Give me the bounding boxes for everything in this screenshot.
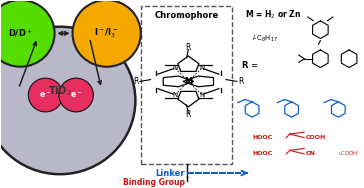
Text: R: R (134, 77, 139, 86)
Text: $\mathbf{R}$ =: $\mathbf{R}$ = (241, 59, 258, 70)
Text: $i$-C$_8$H$_{17}$: $i$-C$_8$H$_{17}$ (252, 34, 278, 44)
Text: Binding Group: Binding Group (123, 178, 185, 187)
Text: R: R (186, 43, 191, 52)
Text: e$^-$: e$^-$ (70, 90, 82, 100)
Text: TiO$_2$: TiO$_2$ (48, 84, 72, 98)
Ellipse shape (72, 0, 141, 67)
Text: N: N (199, 92, 205, 98)
Text: M = H$_2$ or Zn: M = H$_2$ or Zn (245, 9, 301, 21)
Text: N: N (172, 65, 177, 71)
Ellipse shape (0, 27, 135, 174)
Text: D/D$^+$: D/D$^+$ (8, 27, 33, 39)
Ellipse shape (28, 78, 63, 112)
Text: e$^-$: e$^-$ (39, 90, 52, 100)
Text: M: M (184, 77, 193, 86)
Text: HOOC: HOOC (252, 135, 272, 140)
Text: $_\mathrm{L}$COOH: $_\mathrm{L}$COOH (338, 149, 359, 158)
Text: CN: CN (306, 152, 316, 156)
Text: HOOC: HOOC (252, 152, 272, 156)
Text: Chromophore: Chromophore (154, 11, 219, 20)
Text: N: N (172, 92, 177, 98)
Bar (141, 6, 232, 164)
Ellipse shape (0, 0, 55, 67)
Text: COOH: COOH (306, 135, 326, 140)
Text: R: R (186, 111, 191, 119)
Text: N: N (199, 65, 205, 71)
Text: I$^-$/I$_3^-$: I$^-$/I$_3^-$ (95, 27, 119, 40)
Ellipse shape (59, 78, 93, 112)
Text: Linker: Linker (155, 168, 185, 177)
Text: R: R (238, 77, 243, 86)
